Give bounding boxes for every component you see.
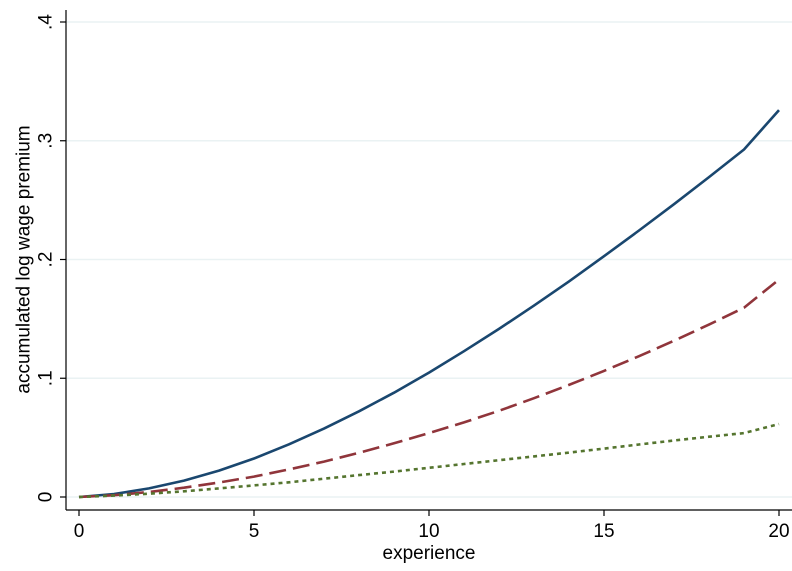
series-line-solid — [78, 109, 780, 499]
y-tick-label: .3 — [36, 133, 57, 149]
x-tick-label: 0 — [74, 521, 85, 542]
series-line-dashed — [78, 278, 780, 499]
x-axis-title: experience — [383, 543, 476, 564]
tick-marks: 0 .1 .2 .3 .4 0 5 10 15 20 — [36, 14, 790, 542]
x-tick-label: 10 — [418, 521, 439, 542]
y-axis-title: accumulated log wage premium — [14, 125, 35, 393]
x-tick-label: 15 — [593, 521, 614, 542]
series-line-dotted — [78, 422, 780, 499]
x-tick-label: 5 — [249, 521, 260, 542]
gridlines — [66, 21, 792, 498]
series-lines — [78, 109, 780, 499]
y-tick-label: .1 — [36, 370, 57, 386]
y-tick-label: 0 — [36, 492, 57, 503]
x-tick-label: 20 — [768, 521, 789, 542]
y-tick-label: .2 — [36, 252, 57, 268]
y-tick-label: .4 — [36, 14, 57, 30]
